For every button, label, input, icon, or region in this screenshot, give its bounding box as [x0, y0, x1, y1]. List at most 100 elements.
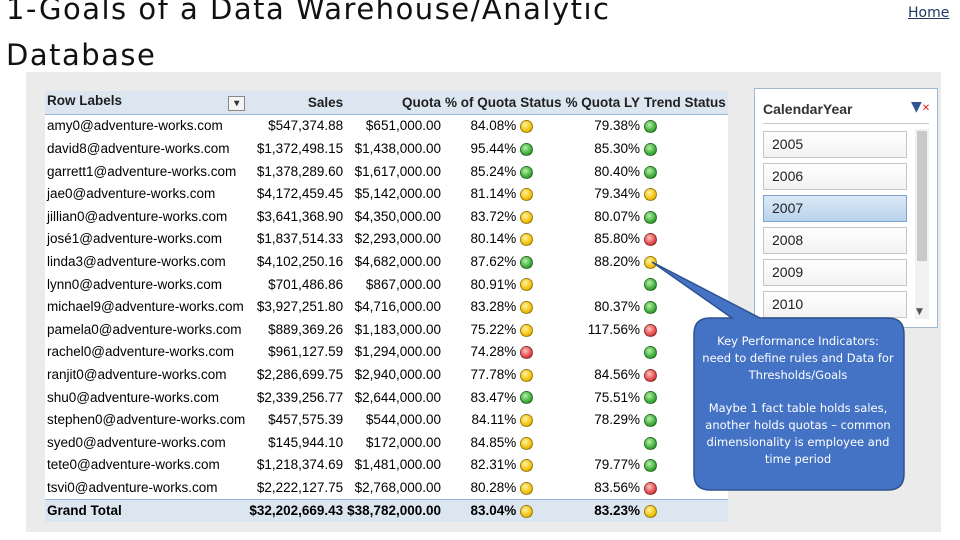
grand-total-label: Grand Total — [45, 498, 248, 523]
scroll-down-icon[interactable]: ▼ — [916, 307, 923, 317]
trend-status-cell — [642, 476, 728, 499]
row-label-cell: josé1@adventure-works.com — [47, 231, 223, 247]
trend-indicator-icon — [644, 436, 658, 450]
trend-indicator-icon — [644, 165, 658, 179]
table-row: jillian0@adventure-works.com $3,641,368.9… — [45, 205, 728, 228]
home-link[interactable]: Home — [908, 5, 950, 21]
table-row: amy0@adventure-works.com $547,374.88 $651,… — [45, 114, 728, 137]
row-label-cell: syed0@adventure-works.com — [47, 434, 226, 450]
quota-header: Quota — [345, 91, 443, 115]
trend-status-cell — [642, 137, 728, 160]
status-cell — [518, 114, 563, 137]
status-indicator-icon — [520, 323, 534, 337]
status-cell — [518, 431, 563, 454]
pct-quota-cell: 74.28% — [470, 344, 517, 360]
table-row: pamela0@adventure-works.com $889,369.26 $1… — [45, 318, 728, 341]
row-label-cell: ranjit0@adventure-works.com — [47, 366, 227, 382]
trend-indicator-icon — [644, 142, 658, 156]
table-row: tete0@adventure-works.com $1,218,374.69 $1… — [45, 454, 728, 477]
status-indicator-icon — [520, 481, 534, 495]
table-row: rachel0@adventure-works.com $961,127.59 $1… — [45, 341, 728, 364]
calendar-year-slicer: CalendarYear ▼✕ 2005 2006 2007 2008 2009… — [754, 88, 938, 328]
pct-quota-cell: 84.08% — [470, 118, 517, 134]
status-indicator-icon — [520, 301, 534, 315]
sales-cell: $2,286,699.75 — [256, 366, 344, 382]
table-row: garrett1@adventure-works.com $1,378,289.6… — [45, 160, 728, 183]
trend-status-cell — [642, 386, 728, 409]
pct-quota-ly-header: % Quota LY — [563, 91, 643, 115]
table-row: ranjit0@adventure-works.com $2,286,699.75… — [45, 363, 728, 386]
pct-quota-ly-cell: 117.56% — [587, 321, 641, 337]
sales-cell: $701,486.86 — [268, 276, 344, 292]
row-label-cell: jae0@adventure-works.com — [47, 186, 216, 202]
slicer-item-2008[interactable]: 2008 — [763, 227, 907, 254]
status-cell — [518, 386, 563, 409]
trend-indicator-icon — [644, 120, 658, 134]
status-cell — [518, 182, 563, 205]
pct-quota-ly-cell: 79.34% — [594, 186, 641, 202]
pct-quota-ly-cell: 85.80% — [594, 231, 641, 247]
pct-quota-cell: 81.14% — [470, 186, 517, 202]
pct-quota-ly-cell: 83.56% — [594, 479, 641, 495]
pct-quota-cell: 84.11% — [471, 412, 517, 428]
row-label-cell: linda3@adventure-works.com — [47, 253, 226, 269]
status-cell — [518, 228, 563, 251]
sales-cell: $4,172,459.45 — [256, 186, 344, 202]
trend-indicator-icon — [644, 278, 658, 292]
table-row: david8@adventure-works.com $1,372,498.15 $… — [45, 137, 728, 160]
trend-status-cell — [642, 295, 728, 318]
pct-quota-ly-cell: 79.38% — [594, 118, 641, 134]
slicer-item-2010[interactable]: 2010 — [763, 291, 907, 318]
callout-fact-text: Maybe 1 fact table holds sales, another … — [705, 401, 891, 466]
slicer-scrollbar[interactable]: ▼ — [915, 129, 929, 319]
scrollbar-thumb[interactable] — [917, 131, 927, 261]
trend-indicator-icon — [644, 323, 658, 337]
grand-total-quota: $38,782,000.00 — [345, 498, 443, 523]
sales-cell: $1,837,514.33 — [256, 231, 344, 247]
quota-cell: $4,350,000.00 — [354, 208, 441, 224]
quota-cell: $1,617,000.00 — [354, 163, 441, 179]
trend-status-cell — [642, 228, 728, 251]
row-label-cell: garrett1@adventure-works.com — [47, 163, 237, 179]
pct-quota-ly-cell: 84.56% — [594, 366, 641, 382]
pct-quota-ly-cell: 80.37% — [594, 299, 641, 315]
grand-total-status-cell — [518, 498, 564, 523]
sales-cell: $1,372,498.15 — [256, 140, 344, 156]
status-cell — [518, 295, 563, 318]
slicer-item-2009[interactable]: 2009 — [763, 259, 907, 286]
pivot-header-row: Row Labels ▾ Sales Quota % of Quota Stat… — [45, 91, 728, 115]
slicer-item-2005[interactable]: 2005 — [763, 131, 907, 158]
quota-cell: $1,183,000.00 — [354, 321, 441, 337]
quota-cell: $544,000.00 — [365, 412, 441, 428]
sales-cell: $1,218,374.69 — [256, 457, 344, 473]
quota-cell: $1,294,000.00 — [354, 344, 441, 360]
trend-status-cell — [642, 182, 728, 205]
filter-dropdown-icon[interactable]: ▾ — [228, 96, 246, 112]
status-indicator-icon — [520, 414, 534, 428]
status-cell — [518, 454, 563, 477]
row-labels-header[interactable]: Row Labels ▾ — [45, 91, 248, 115]
trend-indicator-icon — [644, 233, 658, 247]
pct-quota-cell: 75.22% — [470, 321, 517, 337]
trend-indicator-icon — [644, 481, 658, 495]
table-row: stephen0@adventure-works.com $457,575.39 $… — [45, 408, 728, 431]
slicer-title: CalendarYear — [763, 101, 853, 117]
quota-cell: $2,940,000.00 — [354, 366, 441, 382]
trend-status-cell — [642, 250, 728, 273]
row-label-cell: shu0@adventure-works.com — [47, 389, 220, 405]
table-row: syed0@adventure-works.com $145,944.10 $172… — [45, 431, 728, 454]
trend-indicator-icon — [644, 459, 658, 473]
status-cell — [518, 273, 563, 296]
status-cell — [518, 205, 563, 228]
quota-cell: $1,438,000.00 — [354, 140, 441, 156]
slicer-divider — [763, 123, 929, 124]
quota-cell: $172,000.00 — [365, 434, 441, 450]
clear-filter-icon[interactable]: ▼✕ — [911, 99, 931, 115]
status-indicator-icon — [520, 459, 534, 473]
slicer-item-2006[interactable]: 2006 — [763, 163, 907, 190]
grand-total-trend-cell — [642, 498, 728, 523]
slicer-item-2007[interactable]: 2007 — [763, 195, 907, 222]
sales-cell: $3,641,368.90 — [256, 208, 344, 224]
row-label-cell: stephen0@adventure-works.com — [47, 412, 246, 428]
